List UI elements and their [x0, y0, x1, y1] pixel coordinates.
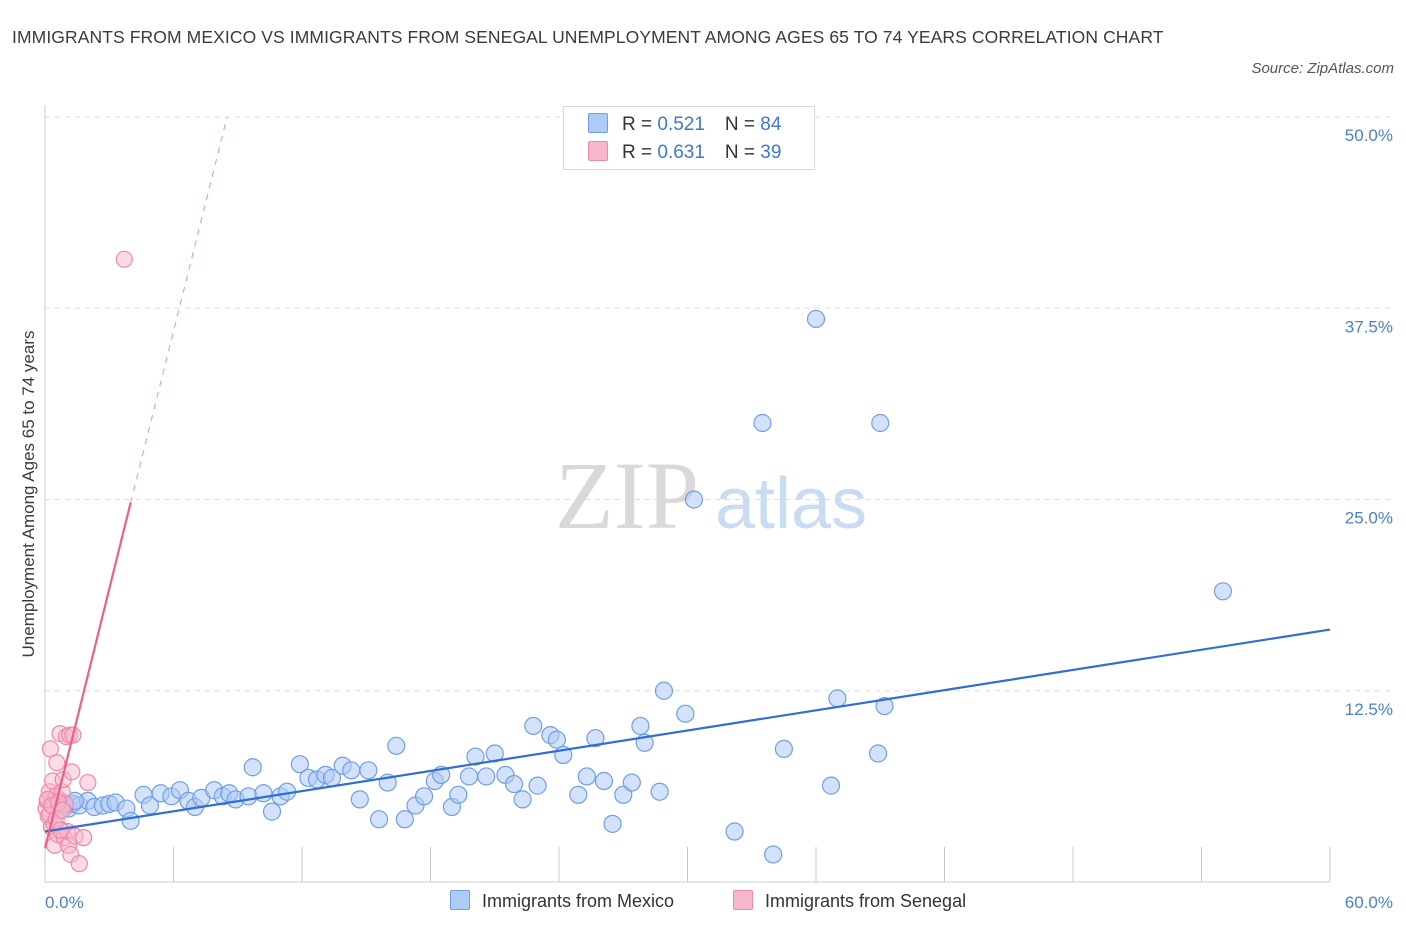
y-tick-label-1: 25.0%: [1345, 509, 1393, 528]
senegal-point-29: [79, 773, 97, 792]
mexico-point-77: [753, 413, 772, 433]
mexico-point-39: [350, 790, 369, 809]
y-tick-label-0: 12.5%: [1345, 700, 1393, 719]
mexico-point-63: [569, 785, 588, 804]
legend-n-value-senegal: 39: [760, 142, 782, 163]
mexico-point-67: [603, 814, 622, 833]
series-mexico-points: [42, 309, 1233, 864]
legend-row-senegal: R = 0.631 N = 39: [588, 141, 781, 163]
mexico-point-79: [774, 739, 793, 758]
bottom-legend-mexico: Immigrants from Mexico: [450, 890, 674, 912]
mexico-point-43: [387, 736, 406, 755]
mexico-point-85: [869, 744, 888, 763]
mexico-point-66: [594, 771, 614, 791]
mexico-point-76: [725, 822, 744, 841]
mexico-point-69: [622, 773, 641, 792]
trend-lines: [43, 116, 1331, 849]
mexico-point-86: [875, 696, 894, 716]
legend-n-label-mexico: N =: [724, 114, 761, 135]
senegal-point-27: [70, 855, 88, 873]
mexico-point-40: [359, 761, 378, 780]
legend-swatch-mexico: [588, 113, 608, 133]
mexico-point-26: [239, 787, 258, 806]
mexico-point-57: [513, 790, 532, 809]
mexico-point-29: [262, 802, 282, 821]
mexico-point-13: [121, 811, 140, 830]
mexico-point-70: [631, 716, 650, 736]
mexico-point-27: [243, 758, 262, 777]
chart-title: IMMIGRANTS FROM MEXICO VS IMMIGRANTS FRO…: [12, 27, 1164, 47]
mexico-point-78: [764, 845, 783, 864]
mexico-point-75: [684, 490, 704, 509]
mexico-point-80: [806, 309, 826, 329]
mexico-point-53: [477, 767, 496, 786]
mexico-point-51: [459, 767, 479, 786]
x-tick-label-max: 60.0%: [1345, 893, 1393, 912]
mexico-point-74: [676, 704, 695, 723]
senegal-point-4: [41, 740, 59, 758]
legend-n-label-senegal: N =: [724, 142, 761, 163]
senegal-point-28: [74, 829, 93, 847]
mexico-point-44: [395, 810, 414, 829]
watermark: ZIP atlas: [555, 442, 867, 549]
legend-r-value-mexico: 0.521: [657, 114, 705, 135]
y-tick-label-3: 50.0%: [1345, 126, 1393, 145]
mexico-point-54: [485, 744, 504, 763]
mexico-point-73: [654, 681, 674, 700]
y-tick-label-2: 37.5%: [1345, 317, 1393, 336]
mexico-point-56: [504, 774, 524, 794]
mexico-point-38: [342, 761, 361, 780]
bottom-legend-label-senegal: Immigrants from Senegal: [765, 891, 967, 911]
senegal-trend-extension: [130, 116, 228, 503]
watermark-zip: ZIP: [555, 442, 699, 549]
legend-r-value-senegal: 0.631: [657, 142, 705, 163]
legend-swatch-senegal: [588, 141, 608, 161]
legend-n-value-mexico: 84: [760, 114, 782, 135]
bottom-legend-senegal: Immigrants from Senegal: [733, 890, 966, 912]
senegal-point-30: [115, 250, 133, 268]
legend-row-mexico: R = 0.521 N = 84: [588, 113, 781, 135]
bottom-legend-swatch-mexico: [450, 890, 470, 910]
mexico-trend-line: [44, 628, 1331, 833]
mexico-point-84: [821, 776, 841, 795]
mexico-point-72: [650, 782, 669, 801]
mexico-point-81: [828, 689, 847, 708]
y-tick-labels: 12.5% 25.0% 37.5% 50.0%: [1345, 126, 1393, 719]
mexico-point-61: [547, 730, 566, 749]
y-axis-title: Unemployment Among Ages 65 to 74 years: [19, 331, 38, 658]
bottom-legend-swatch-senegal: [733, 890, 753, 910]
mexico-point-32: [290, 755, 309, 774]
axes: [44, 105, 1331, 883]
watermark-atlas: atlas: [715, 464, 867, 544]
mexico-point-64: [577, 767, 596, 786]
mexico-point-58: [524, 716, 543, 736]
senegal-trend-line: [43, 502, 132, 849]
correlation-legend: R = 0.521 N = 84 R = 0.631 N = 39: [563, 106, 815, 170]
bottom-legend-label-mexico: Immigrants from Mexico: [482, 891, 675, 911]
series-senegal-points: [37, 250, 133, 873]
mexico-point-59: [528, 776, 547, 795]
mexico-point-83: [1213, 582, 1233, 601]
senegal-point-10: [48, 754, 66, 772]
source-credit: Source: ZipAtlas.com: [1251, 60, 1394, 77]
mexico-point-52: [466, 747, 485, 766]
x-tick-label-min: 0.0%: [45, 893, 84, 912]
x-tick-labels: 0.0% 60.0%: [45, 893, 1393, 912]
mexico-point-50: [449, 785, 468, 804]
mexico-point-65: [586, 729, 605, 748]
gridlines: [45, 116, 1393, 692]
mexico-point-82: [871, 413, 890, 433]
legend-r-label-senegal: R =: [622, 142, 658, 163]
mexico-point-41: [370, 810, 389, 829]
mexico-point-46: [414, 787, 434, 806]
legend-r-label-mexico: R =: [622, 114, 658, 135]
